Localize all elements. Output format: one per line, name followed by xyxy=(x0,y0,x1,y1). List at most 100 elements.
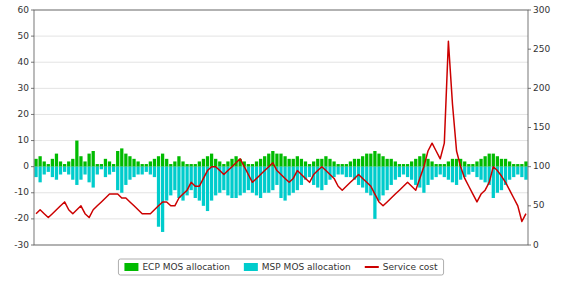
plot-frame xyxy=(34,10,528,245)
grid xyxy=(34,10,528,245)
y2-tick xyxy=(528,88,531,89)
y-axis: -30-20-100102030405060 xyxy=(14,5,34,250)
bar xyxy=(390,159,393,167)
y-tick xyxy=(31,245,34,246)
bar xyxy=(332,167,335,177)
bar xyxy=(108,161,111,166)
bar xyxy=(386,159,389,167)
bar xyxy=(386,167,389,191)
bar xyxy=(255,161,258,166)
bar xyxy=(165,159,168,167)
bar xyxy=(104,167,107,177)
y-tick-label: 30 xyxy=(18,83,30,93)
bar xyxy=(332,161,335,166)
bar xyxy=(463,161,466,166)
bar xyxy=(353,159,356,167)
chart: -30-20-100102030405060050100150200250300… xyxy=(0,0,562,281)
bar xyxy=(349,161,352,166)
bar xyxy=(337,167,340,175)
bar xyxy=(496,156,499,166)
grid-line xyxy=(34,88,528,89)
y-tick xyxy=(31,88,34,89)
y-tick xyxy=(31,166,34,167)
bar xyxy=(369,154,372,167)
bar xyxy=(443,164,446,167)
bar xyxy=(283,167,286,201)
bar xyxy=(190,164,193,167)
bar xyxy=(222,164,225,167)
legend-swatch xyxy=(365,266,379,268)
legend-frame xyxy=(118,259,443,275)
bar xyxy=(75,141,78,167)
bar xyxy=(251,164,254,167)
bar xyxy=(426,159,429,167)
y2-tick-label: 300 xyxy=(533,5,550,15)
bar xyxy=(320,167,323,191)
bar xyxy=(341,164,344,167)
y2-tick-label: 200 xyxy=(533,83,550,93)
bar xyxy=(308,164,311,167)
y2-tick xyxy=(528,10,531,11)
bar xyxy=(165,167,168,201)
bar xyxy=(149,161,152,166)
bar xyxy=(161,167,164,232)
bar xyxy=(259,159,262,167)
bar xyxy=(357,159,360,167)
legend-label: Service cost xyxy=(383,262,438,272)
bar xyxy=(361,156,364,166)
bar xyxy=(169,167,172,196)
bar xyxy=(206,156,209,166)
bar xyxy=(87,154,90,167)
bar xyxy=(141,167,144,175)
bar xyxy=(381,167,384,196)
bar xyxy=(128,156,131,166)
bar xyxy=(120,148,123,166)
y-tick xyxy=(31,218,34,219)
bar xyxy=(83,167,86,175)
y-tick-label: -30 xyxy=(14,240,29,250)
bar xyxy=(328,159,331,167)
bar xyxy=(402,164,405,167)
bar xyxy=(177,167,180,198)
bar xyxy=(169,164,172,167)
bar xyxy=(267,167,270,193)
bar xyxy=(316,159,319,167)
legend-item: MSP MOS allocation xyxy=(244,262,351,272)
bar xyxy=(157,167,160,227)
bar xyxy=(508,161,511,166)
legend-swatch xyxy=(124,263,138,271)
legend-label: MSP MOS allocation xyxy=(262,262,351,272)
bar xyxy=(104,159,107,167)
bar xyxy=(512,167,515,177)
bar xyxy=(243,167,246,193)
y2-tick xyxy=(528,166,531,167)
bar xyxy=(365,167,368,193)
bar xyxy=(279,167,282,198)
bar xyxy=(71,167,74,180)
bar xyxy=(55,154,58,167)
bar xyxy=(87,167,90,183)
y2-tick-label: 0 xyxy=(533,240,539,250)
bar xyxy=(79,156,82,166)
bar xyxy=(414,167,417,185)
bar xyxy=(34,159,37,167)
bar xyxy=(47,164,50,167)
bar xyxy=(96,167,99,175)
bar xyxy=(479,159,482,167)
bar xyxy=(394,161,397,166)
bar xyxy=(247,167,250,191)
bar xyxy=(67,167,70,175)
bar xyxy=(271,167,274,191)
bar xyxy=(108,167,111,175)
bar xyxy=(516,167,519,175)
bar xyxy=(308,167,311,177)
y2-tick xyxy=(528,245,531,246)
bar xyxy=(239,167,242,196)
bar xyxy=(230,167,233,198)
y-tick-label: -10 xyxy=(14,187,29,197)
bar xyxy=(132,167,135,177)
bar xyxy=(198,161,201,166)
bar xyxy=(116,151,119,167)
bar xyxy=(483,167,486,183)
bar xyxy=(508,167,511,180)
